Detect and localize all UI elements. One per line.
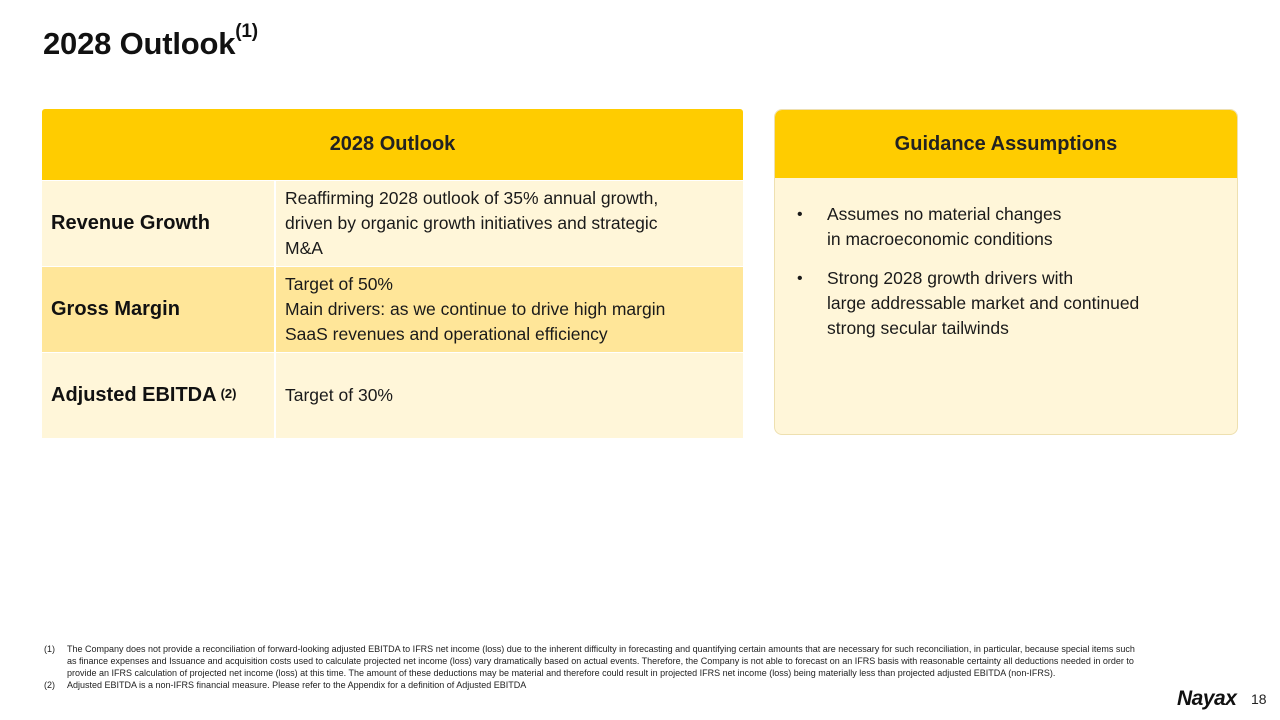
outlook-row-label: Adjusted EBITDA (2) <box>42 353 274 438</box>
guidance-panel: Guidance Assumptions • Assumes no materi… <box>774 109 1238 435</box>
page-title: 2028 Outlook(1) <box>43 22 258 62</box>
company-logo: Nayax <box>1177 687 1237 711</box>
outlook-row-description: Target of 30% <box>276 353 743 438</box>
bullet-line: in macroeconomic conditions <box>827 229 1053 249</box>
footnote-number: (1) <box>44 644 55 654</box>
outlook-row-label: Revenue Growth <box>42 181 274 266</box>
footnote: (2) Adjusted EBITDA is a non-IFRS financ… <box>44 679 1144 691</box>
page-number: 18 <box>1251 691 1267 707</box>
guidance-bullet: • Strong 2028 growth drivers with large … <box>797 266 1217 341</box>
outlook-row-description: Reaffirming 2028 outlook of 35% annual g… <box>276 181 743 266</box>
description-line: M&A <box>285 238 323 258</box>
logo-text: Nayax <box>1177 687 1237 710</box>
footnotes: (1) The Company does not provide a recon… <box>44 643 1144 691</box>
description-line: Target of 50% <box>285 274 393 294</box>
guidance-bullet: • Assumes no material changes in macroec… <box>797 202 1217 252</box>
outlook-row-adjusted-ebitda: Adjusted EBITDA (2) Target of 30% <box>42 353 743 438</box>
description-line: Main drivers: as we continue to drive hi… <box>285 299 666 319</box>
bullet-icon: • <box>797 270 803 287</box>
outlook-row-label-text: Adjusted EBITDA <box>51 384 217 406</box>
outlook-row-gross-margin: Gross Margin Target of 50% Main drivers:… <box>42 267 743 352</box>
bullet-icon: • <box>797 206 803 223</box>
title-footnote-ref: (1) <box>235 21 258 42</box>
outlook-row-label-text: Gross Margin <box>51 298 180 320</box>
outlook-table: 2028 Outlook Revenue Growth Reaffirming … <box>42 109 743 438</box>
label-footnote-ref: (2) <box>220 386 237 401</box>
guidance-panel-header: Guidance Assumptions <box>775 110 1237 178</box>
description-line: Target of 30% <box>285 385 393 405</box>
bullet-line: strong secular tailwinds <box>827 318 1009 338</box>
outlook-row-description: Target of 50% Main drivers: as we contin… <box>276 267 743 352</box>
footnote: (1) The Company does not provide a recon… <box>44 643 1144 679</box>
page-title-text: 2028 Outlook <box>43 26 236 61</box>
guidance-bullet-list: • Assumes no material changes in macroec… <box>775 178 1237 341</box>
footnote-number: (2) <box>44 680 55 690</box>
bullet-line: large addressable market and continued <box>827 293 1140 313</box>
bullet-line: Strong 2028 growth drivers with <box>827 268 1074 288</box>
footnote-text: Adjusted EBITDA is a non-IFRS financial … <box>67 680 527 690</box>
description-line: driven by organic growth initiatives and… <box>285 213 658 233</box>
outlook-table-header: 2028 Outlook <box>42 109 743 180</box>
outlook-row-label-text: Revenue Growth <box>51 212 210 234</box>
bullet-line: Assumes no material changes <box>827 204 1062 224</box>
outlook-row-label: Gross Margin <box>42 267 274 352</box>
description-line: SaaS revenues and operational efficiency <box>285 324 608 344</box>
description-line: Reaffirming 2028 outlook of 35% annual g… <box>285 188 659 208</box>
footnote-text: The Company does not provide a reconcili… <box>67 644 1135 678</box>
outlook-row-revenue-growth: Revenue Growth Reaffirming 2028 outlook … <box>42 181 743 266</box>
